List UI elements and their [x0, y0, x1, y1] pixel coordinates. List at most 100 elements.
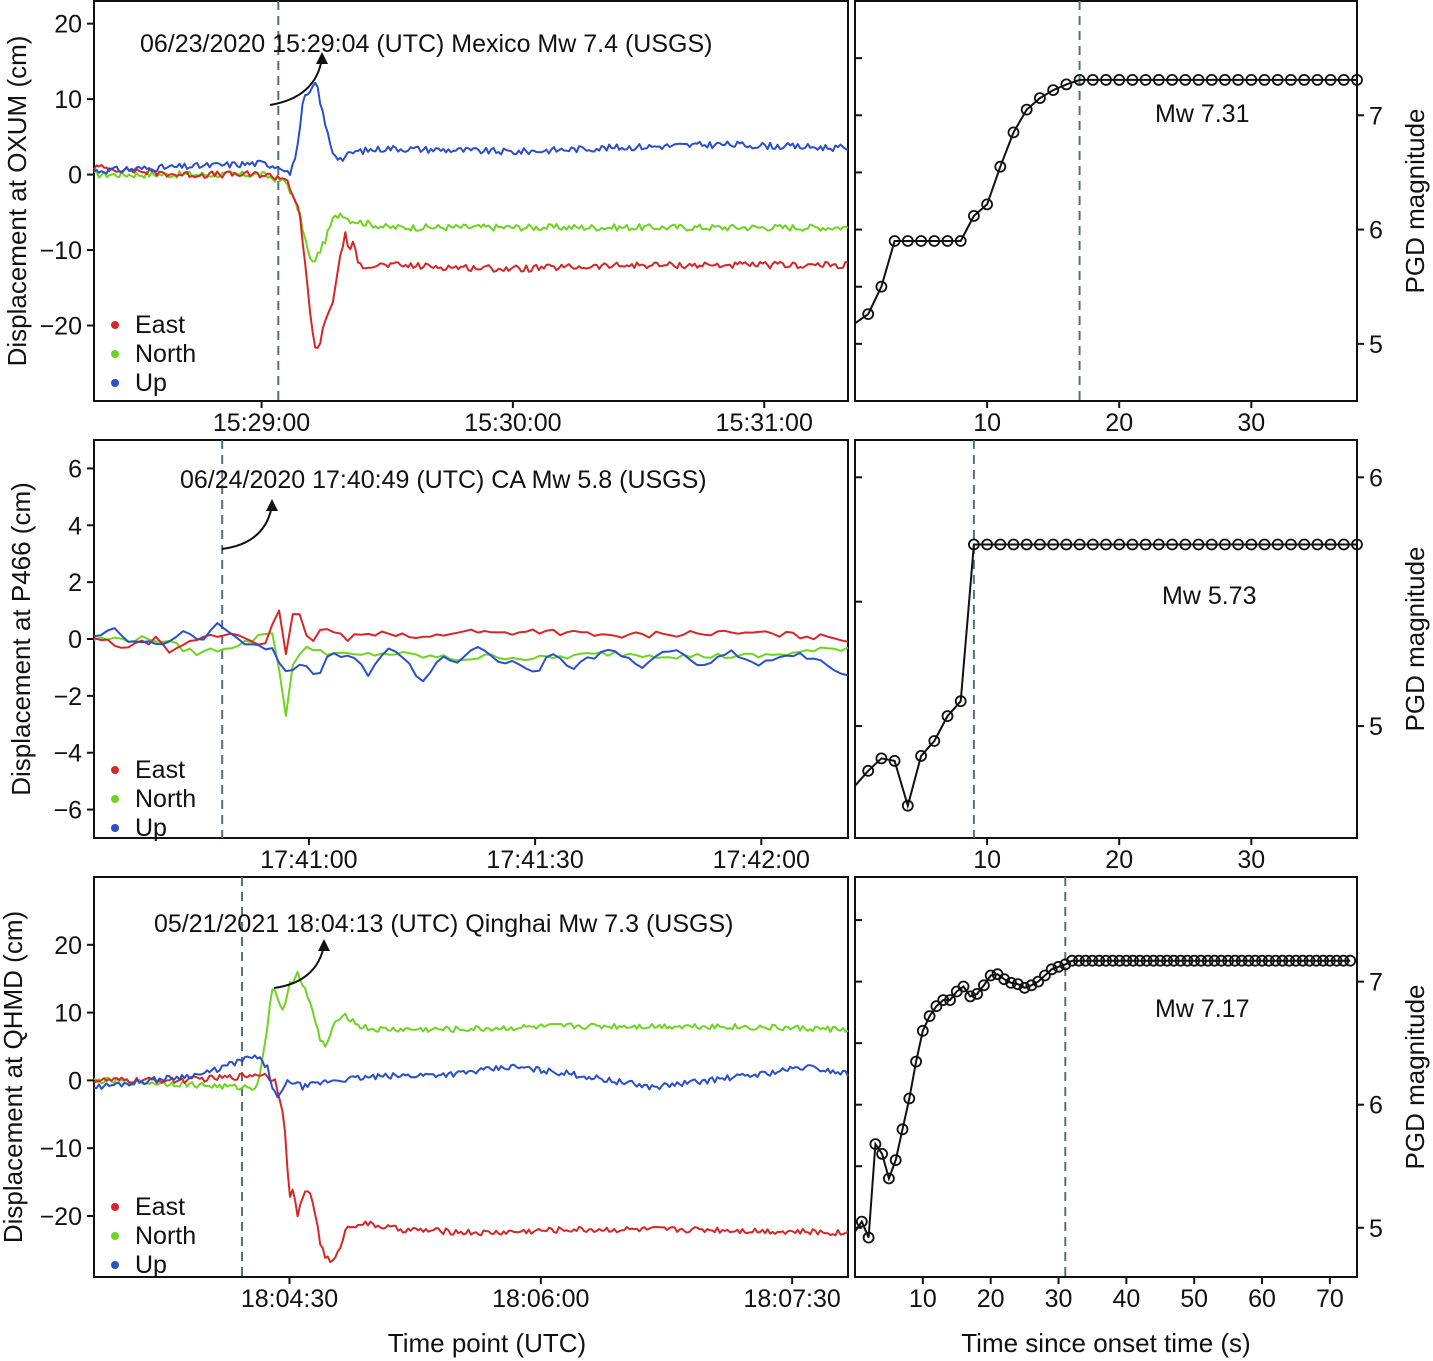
pgd-point [1113, 538, 1126, 551]
pgd-point [1020, 538, 1033, 551]
pgd-point [930, 1000, 943, 1013]
pgd-point [1093, 954, 1106, 967]
pgd-point [1079, 954, 1092, 967]
pgd-point [944, 994, 956, 1006]
pgd-point [1222, 954, 1234, 967]
pgd-point [1073, 954, 1085, 967]
pgd-point [1166, 74, 1178, 86]
pgd-point [994, 538, 1007, 551]
legend-dot [111, 766, 119, 774]
pgd-point [1127, 954, 1139, 967]
pgd-point [971, 988, 983, 1000]
legend-dot [111, 1232, 119, 1240]
x-tick-label: 20 [1105, 846, 1133, 874]
series-north [93, 170, 849, 263]
event-title: 06/23/2020 15:29:04 (UTC) Mexico Mw 7.4 … [140, 30, 712, 58]
pgd-point [1324, 954, 1336, 967]
plot-area: 20 10 0 −10 −20 15:29:00 15:30:00 15:31:00 [40, 1, 849, 437]
pgd-point [1086, 74, 1099, 86]
pgd-point [1290, 954, 1302, 967]
pgd-point [1232, 74, 1244, 86]
y-tick-label: 10 [54, 1000, 82, 1028]
pgd-point [941, 235, 954, 247]
y-tick-label: 0 [68, 162, 82, 190]
pgd-point [1059, 958, 1072, 971]
legend-label: North [135, 340, 196, 368]
legend-label: East [135, 1193, 185, 1221]
y-axis-label-right: PGD magnitude [1400, 985, 1430, 1170]
event-title: 06/24/2020 17:40:49 (UTC) CA Mw 5.8 (USG… [180, 466, 707, 494]
pgd-point [1174, 954, 1187, 967]
x-tick-label: 30 [1045, 1285, 1073, 1313]
x-tick-label: 30 [1237, 846, 1265, 874]
arrow-head [316, 52, 328, 64]
frame [93, 876, 849, 1278]
pgd-point [896, 1123, 909, 1136]
pgd-point [1140, 954, 1153, 967]
pgd-point [1188, 954, 1201, 967]
pgd-point [1126, 74, 1139, 86]
panel-oxum-pgd: 5 6 7 10 20 30 Mw 7.31 PGD magnitude [854, 0, 1430, 437]
pgd-point [1256, 954, 1268, 967]
pgd-point [1296, 954, 1309, 967]
y-tick-label: 0 [68, 1067, 82, 1095]
pgd-point [1208, 954, 1221, 967]
pgd-point [1311, 538, 1324, 551]
legend-label: East [135, 311, 185, 339]
series-east [93, 1072, 849, 1264]
y-axis-label-right: PGD magnitude [1400, 109, 1430, 294]
pgd-point [1007, 126, 1020, 139]
pgd-point [1298, 538, 1311, 551]
x-tick-label: 17:41:30 [486, 846, 583, 874]
pgd-point [1045, 963, 1058, 976]
pgd-point [1086, 538, 1099, 551]
pgd-point [1047, 538, 1060, 551]
pgd-point [1298, 74, 1311, 86]
pgd-point [937, 994, 950, 1006]
pgd-point [876, 1148, 888, 1160]
pgd-point [915, 750, 927, 762]
y-tick-label: 7 [1369, 969, 1383, 997]
pgd-point [1060, 538, 1073, 551]
pgd-point [1351, 538, 1363, 551]
x-tick-label: 10 [973, 409, 1001, 437]
arrow [269, 57, 323, 106]
pgd-point [903, 1092, 916, 1105]
pgd-point [1152, 74, 1165, 86]
pgd-point [1276, 954, 1289, 967]
pgd-point [1245, 74, 1258, 86]
panel-p466-pgd: 5 6 10 20 30 Mw 5.73 PGD magnitude [854, 439, 1430, 874]
pgd-point [1192, 74, 1205, 86]
pgd-point [1285, 538, 1297, 551]
pgd-point [1011, 978, 1024, 990]
y-axis-label-right: PGD magnitude [1400, 547, 1430, 732]
pgd-point [981, 198, 993, 211]
series-up [93, 1054, 849, 1099]
panel-oxum-displacement: 20 10 0 −10 −20 15:29:00 15:30:00 15:31:00 06/2… [2, 0, 849, 437]
plot-area: 6 4 2 0 −2 −4 −6 17:41:00 17:41:30 17:42:00 [53, 440, 849, 874]
pgd-point [1235, 954, 1248, 967]
pgd-point [1317, 954, 1329, 967]
pgd-point [862, 764, 875, 777]
panel-qhmd-displacement: 20 10 0 −10 −20 18:04:30 18:06:00 18:07:30 05/2… [0, 876, 849, 1358]
legend-label: Up [135, 1251, 167, 1279]
y-axis-label: Displacement at OXUM (cm) [2, 36, 32, 367]
pgd-line [854, 78, 1357, 325]
pgd-point [869, 1138, 882, 1150]
pgd-point [1073, 538, 1086, 551]
pgd-point [1337, 538, 1350, 551]
pgd-point [1113, 954, 1126, 967]
frame [854, 0, 1358, 402]
pgd-point [1147, 954, 1160, 967]
y-tick-label: −6 [53, 797, 82, 825]
pgd-point [1219, 74, 1231, 86]
y-axis-label: Displacement at P466 (cm) [6, 482, 36, 796]
y-tick-label: 2 [68, 569, 82, 597]
x-tick-label: 15:31:00 [716, 409, 813, 437]
pgd-point [1283, 954, 1296, 967]
pgd-point [1005, 976, 1017, 989]
pgd-point [1311, 74, 1324, 86]
pgd-point [1324, 538, 1337, 551]
